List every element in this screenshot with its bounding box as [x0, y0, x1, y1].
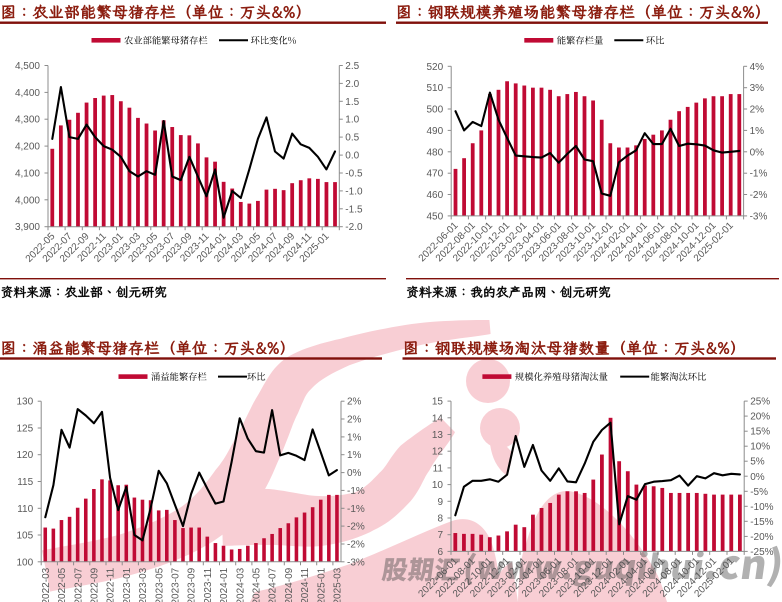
svg-text:2024-05: 2024-05 [252, 567, 263, 602]
svg-text:4,000: 4,000 [15, 195, 40, 206]
svg-text:5%: 5% [750, 457, 765, 468]
svg-text:3,900: 3,900 [15, 222, 40, 233]
svg-text:4,300: 4,300 [15, 115, 40, 126]
svg-text:0.5: 0.5 [345, 133, 359, 144]
svg-text:470: 470 [427, 169, 444, 180]
svg-text:450: 450 [427, 211, 444, 222]
svg-text:-15%: -15% [750, 517, 773, 528]
svg-text:-1%: -1% [347, 504, 365, 515]
svg-text:2024-09: 2024-09 [284, 567, 295, 602]
svg-text:11: 11 [433, 463, 444, 474]
svg-text:13: 13 [432, 430, 444, 441]
svg-text:-0.5: -0.5 [345, 169, 363, 180]
svg-text:15%: 15% [750, 427, 770, 438]
svg-text:10: 10 [432, 480, 444, 491]
svg-text:2023-01: 2023-01 [122, 567, 133, 602]
svg-text:520: 520 [427, 62, 444, 73]
svg-text:2025-01: 2025-01 [316, 567, 327, 602]
svg-text:4,400: 4,400 [15, 88, 40, 99]
svg-text:2022-07: 2022-07 [73, 567, 84, 602]
svg-text:-2.0: -2.0 [345, 222, 363, 233]
svg-text:3%: 3% [750, 83, 765, 94]
svg-text:120: 120 [17, 450, 34, 461]
svg-text:105: 105 [17, 531, 34, 542]
svg-text:-1.5: -1.5 [345, 204, 363, 215]
svg-text:7: 7 [437, 530, 443, 541]
svg-text:-5%: -5% [750, 487, 768, 498]
svg-text:510: 510 [427, 83, 444, 94]
svg-text:2%: 2% [347, 397, 362, 408]
svg-text:-3%: -3% [750, 211, 768, 222]
svg-text:1%: 1% [750, 126, 765, 137]
svg-text:2023-11: 2023-11 [203, 567, 214, 602]
svg-text:6: 6 [437, 547, 443, 558]
svg-text:0%: 0% [750, 472, 765, 483]
svg-text:100: 100 [17, 557, 34, 568]
svg-text:2023-05: 2023-05 [154, 567, 165, 602]
svg-text:2023-03: 2023-03 [138, 567, 149, 602]
svg-text:4,100: 4,100 [15, 169, 40, 180]
svg-text:4%: 4% [750, 62, 765, 73]
svg-text:15: 15 [432, 397, 444, 408]
svg-text:2.5: 2.5 [345, 61, 359, 72]
svg-text:2024-11: 2024-11 [300, 567, 311, 602]
svg-text:-25%: -25% [750, 547, 773, 558]
svg-text:125: 125 [17, 424, 34, 435]
svg-text:-3%: -3% [347, 557, 365, 568]
svg-text:1%: 1% [347, 432, 362, 443]
svg-text:-1%: -1% [347, 486, 365, 497]
svg-text:10%: 10% [750, 442, 770, 453]
svg-text:20%: 20% [750, 412, 770, 423]
svg-text:2%: 2% [347, 415, 362, 426]
svg-text:-2%: -2% [750, 190, 768, 201]
svg-text:4,200: 4,200 [15, 142, 40, 153]
svg-text:2024-01: 2024-01 [219, 567, 230, 602]
svg-text:115: 115 [17, 477, 33, 488]
svg-text:1.0: 1.0 [345, 115, 359, 126]
svg-text:-1%: -1% [750, 169, 768, 180]
svg-text:110: 110 [17, 504, 33, 515]
svg-text:-2%: -2% [347, 522, 365, 533]
svg-text:1%: 1% [347, 450, 362, 461]
svg-text:480: 480 [427, 147, 444, 158]
svg-text:0%: 0% [347, 468, 362, 479]
svg-text:8: 8 [437, 514, 443, 525]
svg-text:2024-07: 2024-07 [268, 567, 279, 602]
svg-text:1.5: 1.5 [345, 97, 359, 108]
svg-text:2025-03: 2025-03 [333, 567, 344, 602]
svg-text:-1.0: -1.0 [345, 186, 363, 197]
svg-text:-20%: -20% [750, 532, 773, 543]
svg-text:2024-03: 2024-03 [235, 567, 246, 602]
svg-text:0%: 0% [750, 147, 765, 158]
svg-text:2022-11: 2022-11 [106, 567, 117, 602]
svg-text:460: 460 [427, 190, 444, 201]
svg-text:2023-09: 2023-09 [187, 567, 198, 602]
svg-text:0.0: 0.0 [345, 151, 359, 162]
svg-text:9: 9 [437, 497, 443, 508]
svg-text:25%: 25% [750, 397, 770, 408]
svg-text:14: 14 [432, 413, 444, 424]
svg-text:490: 490 [427, 126, 444, 137]
svg-text:-2%: -2% [347, 540, 365, 551]
svg-text:2022-05: 2022-05 [57, 567, 68, 602]
svg-text:2022-09: 2022-09 [90, 567, 101, 602]
svg-text:2.0: 2.0 [345, 79, 359, 90]
svg-text:2023-07: 2023-07 [171, 567, 182, 602]
svg-text:500: 500 [427, 105, 444, 116]
svg-text:2022-03: 2022-03 [41, 567, 52, 602]
svg-text:130: 130 [17, 397, 34, 408]
svg-text:4,500: 4,500 [15, 61, 40, 72]
svg-text:-10%: -10% [750, 502, 773, 513]
svg-text:12: 12 [432, 447, 444, 458]
svg-text:2%: 2% [750, 105, 765, 116]
